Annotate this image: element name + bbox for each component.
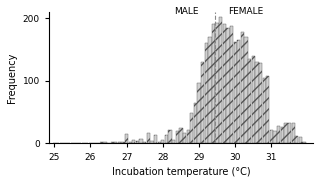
Bar bbox=[212, 24, 215, 144]
Bar bbox=[259, 63, 262, 144]
Bar bbox=[266, 76, 269, 144]
Bar bbox=[299, 137, 302, 144]
Bar bbox=[140, 139, 143, 144]
Bar bbox=[147, 133, 150, 144]
Bar bbox=[60, 143, 63, 144]
Bar bbox=[295, 136, 298, 144]
Bar bbox=[118, 142, 121, 144]
X-axis label: Incubation temperature (°C): Incubation temperature (°C) bbox=[112, 167, 250, 177]
Bar bbox=[194, 103, 197, 144]
Bar bbox=[114, 142, 117, 144]
Bar bbox=[288, 123, 291, 144]
Bar bbox=[234, 42, 237, 144]
Bar bbox=[284, 123, 288, 144]
Bar bbox=[129, 142, 132, 144]
Bar bbox=[110, 142, 114, 144]
Bar bbox=[270, 130, 273, 144]
Y-axis label: Frequency: Frequency bbox=[7, 52, 17, 103]
Bar bbox=[157, 142, 161, 144]
Bar bbox=[71, 143, 74, 144]
Bar bbox=[92, 143, 96, 144]
Bar bbox=[165, 135, 168, 144]
Bar bbox=[292, 123, 295, 144]
Bar bbox=[103, 142, 107, 144]
Bar bbox=[215, 23, 219, 144]
Bar bbox=[107, 143, 110, 144]
Bar bbox=[183, 133, 186, 144]
Bar bbox=[226, 28, 230, 144]
Bar bbox=[237, 40, 240, 144]
Bar bbox=[89, 143, 92, 144]
Bar bbox=[132, 140, 135, 144]
Bar bbox=[208, 37, 212, 144]
Bar bbox=[179, 128, 182, 144]
Bar bbox=[201, 62, 204, 144]
Bar bbox=[78, 143, 81, 144]
Bar bbox=[219, 17, 222, 144]
Bar bbox=[244, 37, 248, 144]
Bar bbox=[168, 130, 172, 144]
Bar bbox=[143, 142, 146, 144]
Bar bbox=[190, 113, 193, 144]
Bar bbox=[248, 59, 251, 144]
Bar bbox=[273, 131, 277, 144]
Bar bbox=[252, 56, 255, 144]
Text: MALE: MALE bbox=[174, 7, 199, 16]
Bar bbox=[172, 140, 175, 144]
Bar bbox=[176, 131, 179, 144]
Bar bbox=[121, 142, 124, 144]
Bar bbox=[85, 143, 88, 144]
Bar bbox=[255, 62, 259, 144]
Bar bbox=[262, 78, 266, 144]
Bar bbox=[230, 26, 233, 144]
Bar bbox=[96, 143, 99, 144]
Bar bbox=[154, 135, 157, 144]
Bar bbox=[281, 127, 284, 144]
Bar bbox=[150, 141, 154, 144]
Bar bbox=[204, 43, 208, 144]
Text: FEMALE: FEMALE bbox=[228, 7, 264, 16]
Bar bbox=[125, 134, 128, 144]
Bar bbox=[197, 83, 201, 144]
Bar bbox=[161, 140, 164, 144]
Bar bbox=[241, 32, 244, 144]
Bar bbox=[136, 141, 139, 144]
Bar bbox=[223, 24, 226, 144]
Bar bbox=[187, 130, 190, 144]
Bar bbox=[52, 143, 56, 144]
Bar bbox=[302, 142, 306, 144]
Bar bbox=[100, 142, 103, 144]
Bar bbox=[277, 126, 280, 144]
